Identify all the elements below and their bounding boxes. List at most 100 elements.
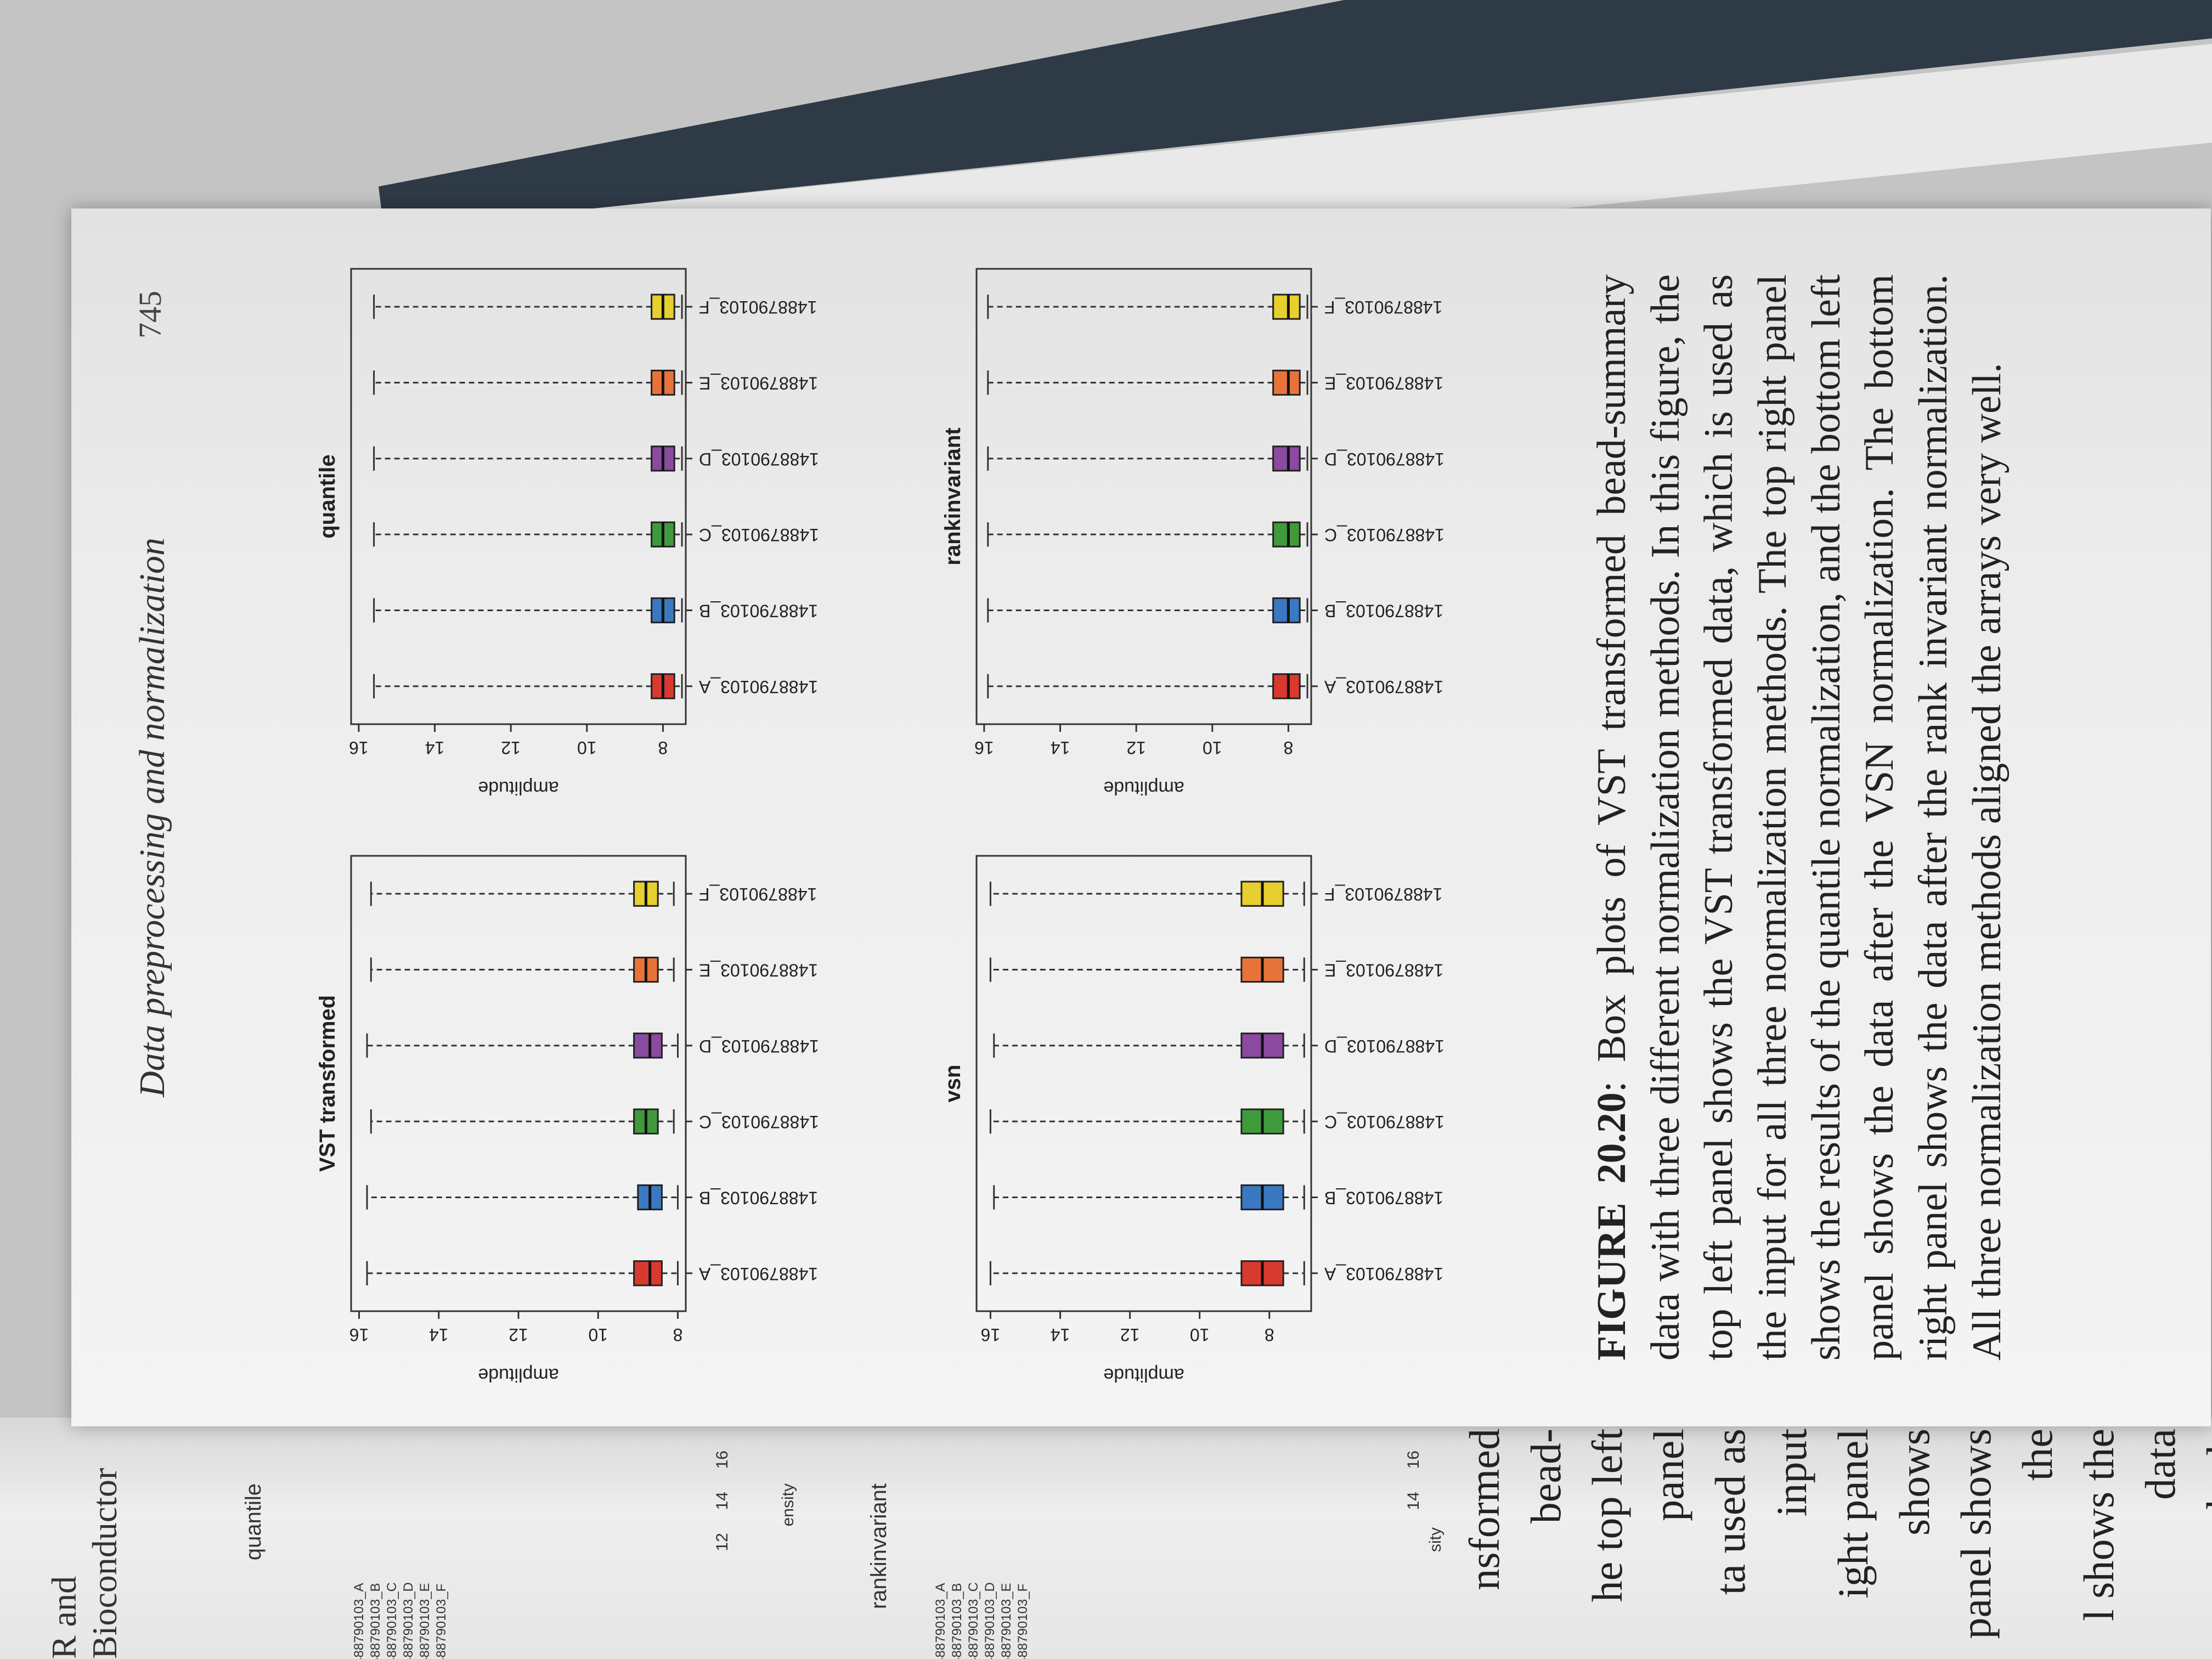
y-tick-label: 8	[673, 1325, 683, 1345]
y-tick-label: 14	[425, 738, 445, 758]
book-cover	[379, 0, 2212, 230]
chart-panel: quantile amplitude 8 10 12 14 16 1488790103_A 14…	[315, 268, 819, 798]
x-tick-label: 1488790103_C	[699, 525, 819, 545]
text-line: l shows the data	[2075, 1429, 2184, 1621]
running-head: Data preprocessing and normalization	[132, 538, 172, 1097]
y-tick-label: 14	[1051, 1325, 1070, 1345]
y-tick-label: 14	[429, 1325, 449, 1345]
y-tick-label: 12	[1120, 1325, 1140, 1345]
left-legend: 1488790103_A 1488790103_B 1488790103_C 1488…	[351, 1582, 450, 1659]
y-tick-label: 12	[1126, 738, 1146, 758]
left-tick: 16	[713, 1451, 731, 1469]
x-tick-label: 1488790103_D	[1324, 1036, 1444, 1056]
box	[1272, 445, 1301, 472]
y-tick-label: 16	[981, 1325, 1001, 1345]
x-tick-label: 1488790103_C	[1324, 1112, 1444, 1132]
x-tick-label: 1488790103_B	[699, 1188, 818, 1208]
x-tick-label: 1488790103_D	[699, 1036, 819, 1056]
legend-entry: 1488790103_D	[401, 1582, 416, 1659]
text-line: ight panel shows	[1829, 1429, 1938, 1599]
y-tick-label: 12	[509, 1325, 528, 1345]
box	[1272, 521, 1301, 548]
y-axis-label: amplitude	[478, 1364, 558, 1385]
y-axis-label: amplitude	[478, 777, 558, 798]
left-header: R and Bioconductor	[44, 1468, 124, 1659]
left-page: R and Bioconductor quantile 1488790103_A…	[0, 1418, 2212, 1659]
y-axis-label: amplitude	[1103, 1364, 1184, 1385]
y-axis-label: amplitude	[1103, 777, 1184, 798]
text-line: ta used as input	[1706, 1429, 1815, 1595]
legend-entry: 1488790103_C	[966, 1582, 981, 1659]
plot-frame	[350, 855, 687, 1312]
x-tick-label: 1488790103_F	[699, 884, 817, 904]
x-tick-label: 1488790103_F	[1324, 884, 1442, 904]
x-tick-label: 1488790103_E	[1324, 374, 1443, 393]
plot-frame	[975, 855, 1312, 1312]
legend-entry: 1488790103_F	[434, 1583, 449, 1659]
y-tick-label: 8	[1284, 738, 1294, 758]
box	[633, 1032, 663, 1059]
legend-entry: 1488790103_F	[1015, 1583, 1030, 1659]
y-tick-label: 16	[349, 738, 369, 758]
left-tick: 14	[1404, 1492, 1423, 1510]
x-tick-label: 1488790103_D	[699, 449, 819, 469]
x-tick-label: 1488790103_B	[1324, 1188, 1443, 1208]
panel-title: VST transformed	[315, 995, 340, 1172]
left-panel-title: rankinvariant	[867, 1483, 891, 1610]
x-tick-label: 1488790103_A	[698, 677, 818, 697]
legend-entry: 1488790103_C	[385, 1582, 399, 1659]
figure: VST transformed amplitude 8 10 12 14 16 1488790…	[315, 268, 1444, 1385]
box	[1272, 597, 1301, 624]
y-tick-label: 10	[1203, 738, 1222, 758]
x-tick-label: 1488790103_E	[699, 961, 818, 980]
left-tick: 14	[713, 1492, 731, 1510]
left-tick: 12	[713, 1533, 731, 1551]
chart-panel: rankinvariant amplitude 8 10 12 14 16 148879010…	[941, 268, 1444, 798]
legend-entry: 1488790103_E	[999, 1583, 1014, 1659]
plot-frame	[350, 268, 687, 725]
y-tick-label: 12	[501, 738, 521, 758]
y-tick-label: 14	[1051, 738, 1070, 758]
x-tick-label: 1488790103_C	[699, 1112, 819, 1132]
legend-entry: 1488790103_E	[417, 1583, 432, 1659]
y-tick-label: 10	[1190, 1325, 1210, 1345]
left-ticks: 12 14 16	[713, 1451, 732, 1551]
text-line: on methods per-	[2198, 1429, 2212, 1627]
x-tick-label: 1488790103_F	[1324, 297, 1442, 317]
panel-title: vsn	[941, 1065, 965, 1103]
left-tick: 16	[1404, 1451, 1423, 1469]
x-tick-label: 1488790103_B	[699, 601, 818, 621]
legend-entry: 1488790103_A	[352, 1583, 366, 1659]
caption-label: FIGURE 20.20	[1589, 1092, 1634, 1361]
text-line: he top left panel	[1583, 1429, 1692, 1602]
text-line: nsformed bead-	[1460, 1429, 1570, 1590]
y-tick-label: 16	[349, 1325, 369, 1345]
text-line: panel shows the	[1952, 1429, 2061, 1639]
y-tick-label: 10	[577, 738, 597, 758]
left-axis-label: ensity	[779, 1483, 797, 1527]
y-tick-label: 8	[658, 738, 668, 758]
x-tick-label: 1488790103_A	[1324, 1264, 1443, 1284]
y-tick-label: 8	[1265, 1325, 1274, 1345]
box	[1272, 294, 1301, 320]
panel-title: quantile	[315, 454, 340, 538]
caption: FIGURE 20.20: Box plots of VST transform…	[1585, 274, 2014, 1361]
box	[1272, 673, 1301, 699]
left-text: nsformed bead-he top left panel ta used a…	[1454, 1429, 2212, 1659]
legend-entry: 1488790103_B	[368, 1583, 383, 1659]
chart-panel: vsn amplitude 8 10 12 14 16 1488790103_A 1488790…	[941, 855, 1444, 1385]
x-tick-label: 1488790103_A	[1324, 677, 1443, 697]
left-ticks: 14 16	[1404, 1451, 1423, 1510]
plot-frame	[975, 268, 1312, 725]
x-tick-label: 1488790103_F	[699, 297, 817, 317]
x-tick-label: 1488790103_E	[699, 374, 818, 393]
right-page: Data preprocessing and normalization 745…	[71, 208, 2211, 1426]
x-tick-label: 1488790103_A	[698, 1264, 818, 1284]
x-tick-label: 1488790103_C	[1324, 525, 1444, 545]
legend-entry: 1488790103_A	[933, 1583, 948, 1659]
caption-text: : Box plots of VST transformed bead-summ…	[1589, 274, 2010, 1361]
box	[633, 1260, 663, 1286]
left-legend: 1488790103_A 1488790103_B 1488790103_C 1488…	[933, 1582, 1031, 1659]
y-tick-label: 16	[974, 738, 994, 758]
